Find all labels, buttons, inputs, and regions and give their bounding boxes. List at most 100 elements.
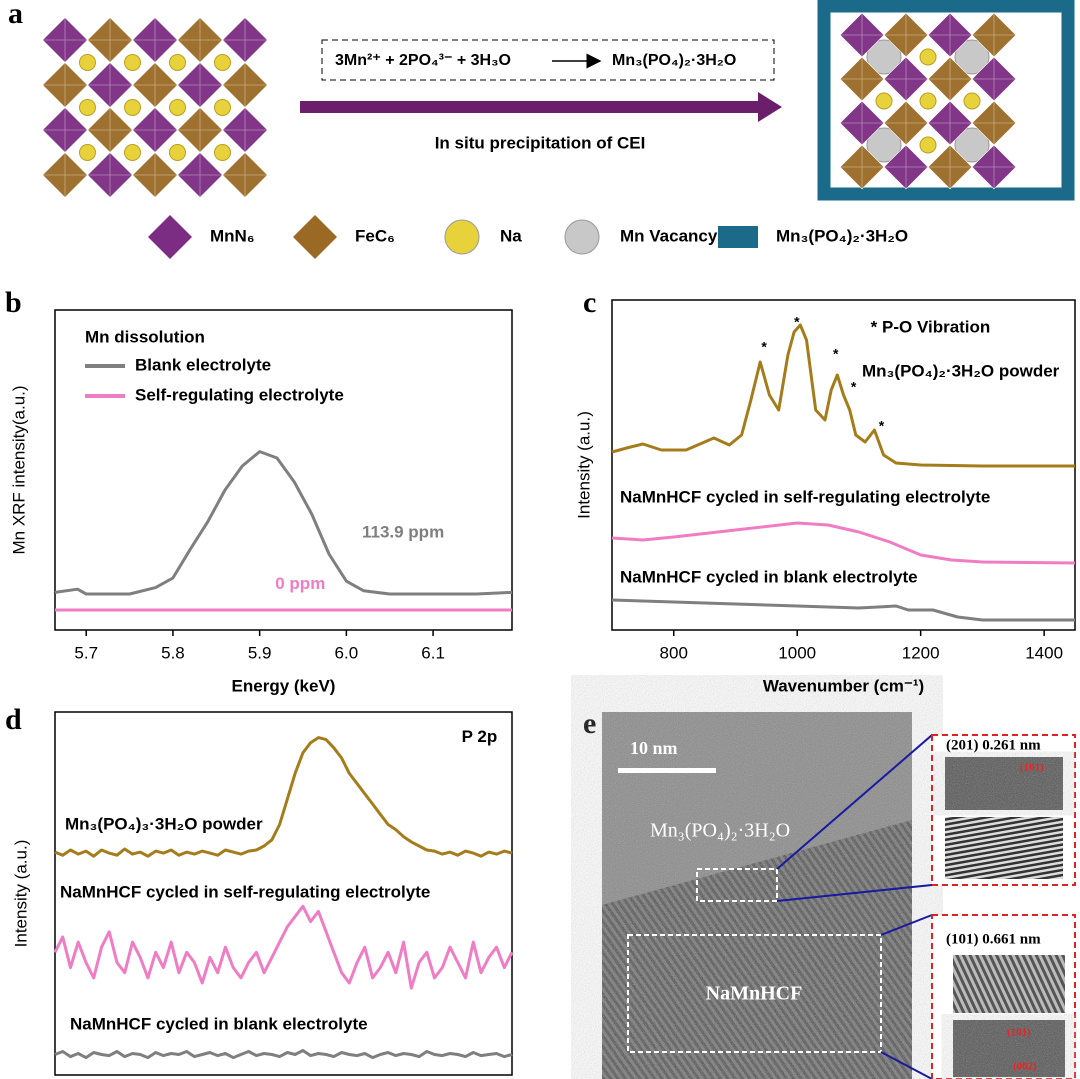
octahedron-edge bbox=[87, 17, 133, 63]
x-tick-label: 5.8 bbox=[161, 643, 185, 662]
na-ion bbox=[214, 144, 231, 161]
process-arrow-head bbox=[758, 92, 782, 122]
octahedron-edge bbox=[972, 13, 1016, 57]
panel-label: d bbox=[5, 703, 22, 736]
x-tick-label: 5.9 bbox=[248, 643, 272, 662]
series-label: NaMnHCF cycled in blank electrolyte bbox=[70, 1014, 368, 1033]
equation-box bbox=[321, 39, 775, 81]
vacancy bbox=[866, 39, 902, 75]
octahedron-edge bbox=[132, 17, 178, 63]
arrow-text: In situ precipitation of CEI bbox=[435, 133, 646, 152]
series-label: NaMnHCF cycled in blank electrolyte bbox=[620, 567, 918, 586]
series-label: Blank electrolyte bbox=[135, 355, 271, 374]
selection-box bbox=[627, 934, 882, 1053]
inset-title: (201) 0.261 nm bbox=[946, 737, 1041, 753]
octahedron-edge bbox=[87, 107, 133, 153]
equation-reactants: 3Mn²⁺ + 2PO₄³⁻ + 3H₃O bbox=[335, 52, 511, 69]
scale-bar-label: 10 nm bbox=[630, 738, 678, 758]
selection-box bbox=[696, 868, 778, 902]
na-ion bbox=[169, 54, 186, 71]
x-tick-label: 1000 bbox=[778, 643, 816, 662]
series-line bbox=[54, 1049, 513, 1060]
connector bbox=[776, 734, 933, 870]
x-tick-label: 6.1 bbox=[421, 643, 445, 662]
series-line bbox=[611, 521, 1076, 565]
octahedron-edge bbox=[840, 57, 884, 101]
series-label: NaMnHCF cycled in self-regulating electr… bbox=[60, 882, 430, 901]
x-axis-label: Energy (keV) bbox=[232, 676, 336, 695]
octahedron-edge bbox=[928, 101, 972, 145]
octahedron-edge bbox=[884, 101, 928, 145]
na-ion bbox=[875, 92, 893, 110]
octahedron-edge bbox=[972, 101, 1016, 145]
vacancy bbox=[866, 127, 902, 163]
octahedron-edge bbox=[132, 107, 178, 153]
legend-label: Na bbox=[500, 226, 522, 245]
legend-label: Mn Vacancy bbox=[620, 226, 718, 245]
legend-title: Mn dissolution bbox=[85, 327, 205, 346]
annotation: * bbox=[851, 379, 857, 395]
octahedron-edge bbox=[42, 107, 88, 153]
na-ion bbox=[214, 99, 231, 116]
na-ion bbox=[169, 99, 186, 116]
spot-label: (101) bbox=[1020, 762, 1044, 774]
octahedron-edge bbox=[222, 107, 268, 153]
na-ion bbox=[79, 144, 96, 161]
series-label: Mn₃(PO₄)₃·3H₂O powder bbox=[65, 814, 263, 833]
annotation: 0 ppm bbox=[275, 574, 325, 593]
na-ion bbox=[919, 92, 937, 110]
octahedron-edge bbox=[222, 152, 268, 198]
octahedron-edge bbox=[177, 62, 223, 108]
legend-label: FeC₆ bbox=[355, 226, 395, 245]
na-ion bbox=[919, 48, 937, 66]
fft-noise bbox=[953, 1020, 1065, 1077]
octahedron-edge bbox=[42, 62, 88, 108]
series-line bbox=[611, 598, 1075, 622]
plot-frame bbox=[54, 711, 513, 1076]
equation-product: Mn₃(PO₄)₂·3H₂O bbox=[612, 52, 736, 69]
y-axis-label: Mn XRF intensity(a.u.) bbox=[9, 385, 28, 554]
panel-label: e bbox=[583, 707, 596, 740]
na-ion bbox=[79, 99, 96, 116]
panel-label: c bbox=[583, 286, 596, 319]
x-axis-label: Wavenumber (cm⁻¹) bbox=[763, 676, 924, 695]
x-tick-label: 6.0 bbox=[335, 643, 359, 662]
series-line bbox=[53, 904, 514, 990]
octahedron-edge bbox=[884, 145, 928, 189]
tem-noise bbox=[602, 712, 912, 1079]
connector bbox=[880, 1051, 933, 1079]
octahedron-edge bbox=[177, 17, 223, 63]
octahedron-edge bbox=[132, 62, 178, 108]
na-ion bbox=[169, 144, 186, 161]
annotation: * bbox=[879, 418, 885, 434]
vacancy bbox=[954, 127, 990, 163]
na-ion bbox=[919, 136, 937, 154]
panel-label: b bbox=[5, 286, 22, 319]
series-line bbox=[54, 450, 513, 596]
ifft-image bbox=[945, 817, 1063, 879]
lattice bbox=[42, 17, 268, 198]
na-ion bbox=[214, 54, 231, 71]
octahedron-edge bbox=[884, 13, 928, 57]
na-ion bbox=[79, 54, 96, 71]
lattice bbox=[839, 12, 1017, 190]
octahedron-edge bbox=[840, 13, 884, 57]
na-ion bbox=[124, 144, 141, 161]
y-axis-label: Intensity (a.u.) bbox=[11, 840, 30, 948]
na-ion bbox=[124, 54, 141, 71]
x-tick-label: 5.7 bbox=[74, 643, 98, 662]
annotation: 113.9 ppm bbox=[362, 523, 444, 542]
fft-noise bbox=[945, 757, 1063, 810]
octahedron-edge bbox=[42, 17, 88, 63]
x-tick-label: 1200 bbox=[902, 643, 940, 662]
annotation: * P-O Vibration bbox=[871, 317, 991, 336]
ifft-image bbox=[953, 955, 1065, 1013]
series-line bbox=[611, 323, 1075, 468]
legend-icon bbox=[718, 226, 758, 248]
panel-label: a bbox=[8, 0, 23, 30]
connector bbox=[880, 914, 933, 936]
octahedron-edge bbox=[840, 145, 884, 189]
spot-label: (101) bbox=[1007, 1027, 1031, 1039]
annotation: * bbox=[833, 346, 839, 362]
